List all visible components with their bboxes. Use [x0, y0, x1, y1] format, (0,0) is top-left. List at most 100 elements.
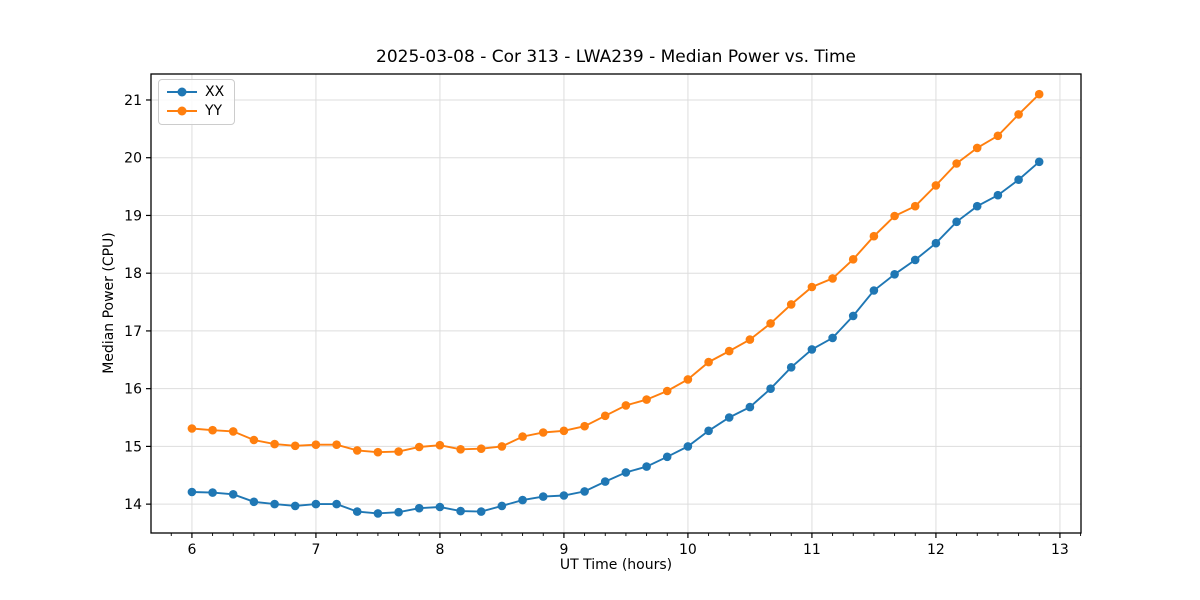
svg-text:14: 14 [124, 497, 142, 513]
data-point [848, 311, 858, 321]
data-point [1014, 110, 1023, 119]
data-point [807, 345, 817, 354]
data-point [476, 444, 486, 454]
legend-item-xx: XX [167, 85, 224, 99]
data-point [828, 274, 837, 283]
data-point [766, 384, 775, 394]
data-point [332, 440, 341, 450]
legend-item-yy: YY [167, 104, 224, 118]
data-point [538, 428, 548, 437]
svg-text:16: 16 [124, 382, 142, 398]
series-yy [187, 89, 1044, 457]
data-point [642, 462, 651, 471]
data-point [724, 413, 734, 422]
svg-text:9: 9 [559, 542, 568, 558]
data-point [807, 282, 817, 292]
data-point [518, 495, 527, 505]
data-point [972, 201, 982, 211]
x-axis-label: UT Time (hours) [559, 557, 673, 573]
svg-text:6: 6 [187, 542, 196, 558]
svg-text:18: 18 [124, 266, 142, 282]
data-point [208, 488, 217, 497]
y-tick-labels: 14 15 16 17 18 19 20 21 [124, 93, 142, 513]
data-point [952, 217, 961, 227]
data-point [249, 435, 259, 445]
data-point [910, 201, 920, 211]
svg-text:15: 15 [124, 439, 142, 455]
legend-label-yy: YY [205, 103, 223, 119]
data-point [848, 254, 858, 264]
data-point [352, 446, 362, 455]
data-point [621, 468, 631, 477]
data-point [786, 363, 796, 372]
data-point [662, 386, 672, 396]
data-point [600, 477, 610, 486]
svg-text:21: 21 [124, 93, 142, 109]
data-point [580, 421, 589, 431]
data-point [724, 346, 734, 356]
x-ticks [191, 533, 1061, 538]
legend-marker-yy [167, 106, 197, 117]
svg-text:17: 17 [124, 324, 142, 340]
data-point [683, 442, 693, 451]
data-point [786, 300, 796, 309]
data-point [559, 491, 569, 500]
data-point [559, 426, 569, 436]
svg-text:13: 13 [1051, 542, 1069, 558]
data-point [228, 490, 238, 499]
chart-title: 2025-03-08 - Cor 313 - LWA239 - Median P… [376, 47, 856, 67]
series-line-xx [191, 161, 1040, 515]
data-point [394, 447, 403, 456]
data-point [414, 442, 424, 452]
data-point [290, 441, 300, 451]
svg-text:11: 11 [803, 542, 821, 558]
data-point [270, 439, 279, 449]
y-axis-label: Median Power (CPU) [101, 232, 117, 374]
data-point [187, 487, 197, 497]
data-point [332, 499, 341, 509]
legend-marker-xx [167, 87, 197, 98]
data-point [456, 506, 465, 516]
data-point [290, 501, 300, 511]
svg-text:7: 7 [311, 542, 320, 558]
data-point [704, 426, 713, 436]
data-point [373, 447, 383, 457]
data-point [249, 497, 259, 507]
plot-spines [150, 73, 1082, 534]
y-ticks [146, 99, 151, 505]
data-point [993, 190, 1003, 200]
data-point [683, 375, 693, 384]
svg-text:20: 20 [124, 151, 142, 167]
data-point [373, 509, 383, 518]
data-point [456, 445, 465, 454]
data-point [435, 440, 445, 450]
data-point [993, 131, 1003, 141]
x-minor-ticks [170, 533, 1082, 536]
data-point [600, 411, 610, 421]
series-xx [187, 157, 1044, 518]
data-point [208, 425, 217, 435]
data-point [311, 499, 321, 509]
legend-label-xx: XX [205, 84, 225, 100]
grid-lines [151, 74, 1081, 533]
data-point [352, 507, 362, 516]
data-point [890, 211, 899, 221]
legend: XX YY [158, 79, 236, 125]
data-point [1034, 157, 1044, 167]
data-point [931, 181, 941, 190]
data-point [745, 402, 755, 412]
svg-text:19: 19 [124, 208, 142, 224]
data-point [228, 427, 238, 436]
data-point [869, 231, 879, 241]
data-point [621, 401, 631, 410]
data-point [538, 492, 548, 501]
data-point [270, 499, 279, 509]
data-point [704, 357, 713, 367]
data-point [518, 432, 527, 441]
data-point [662, 452, 672, 462]
data-point [828, 333, 837, 343]
data-point [910, 255, 920, 265]
data-point [435, 502, 445, 512]
